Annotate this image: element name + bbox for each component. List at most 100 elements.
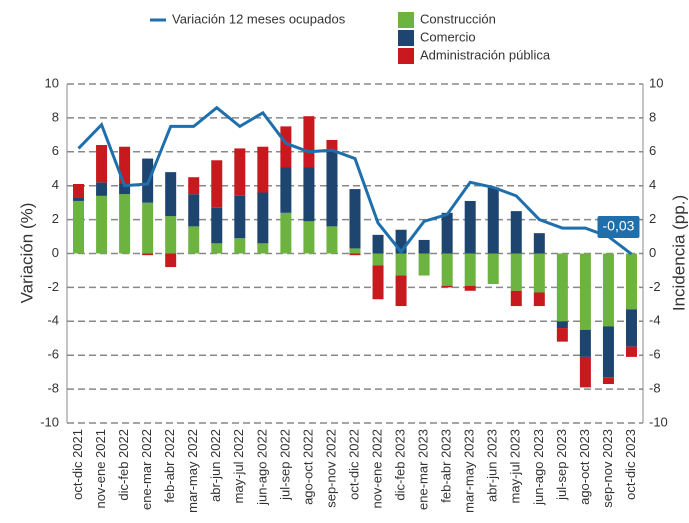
bar <box>96 145 108 183</box>
x-tick-label: sep-nov 2023 <box>600 429 615 508</box>
bar <box>625 253 637 310</box>
legend-label: Construcción <box>420 11 496 26</box>
bar <box>533 253 545 293</box>
bar <box>73 197 85 201</box>
y2-axis-label: Incidencia (pp.) <box>669 195 688 311</box>
bar <box>602 377 614 385</box>
bar <box>349 189 361 249</box>
bar <box>257 146 269 193</box>
bar <box>119 146 131 185</box>
bar <box>234 238 246 254</box>
x-tick-label: jul-sep 2022 <box>277 429 292 501</box>
bar <box>372 265 384 300</box>
bar <box>556 328 568 342</box>
x-tick-label: oct-dic 2021 <box>70 429 85 500</box>
bar <box>533 292 545 307</box>
bar <box>234 148 246 196</box>
y2-tick-label: 10 <box>649 75 663 90</box>
y2-tick-label: 4 <box>649 177 656 192</box>
bar <box>487 253 499 285</box>
legend-swatch <box>398 12 414 28</box>
x-tick-label: jun-ago 2023 <box>531 429 546 506</box>
bar <box>441 253 453 286</box>
legend-label: Administración pública <box>420 47 551 62</box>
x-tick-label: nov-ene 2021 <box>93 429 108 509</box>
y2-tick-label: -10 <box>649 414 668 429</box>
y2-tick-label: -6 <box>649 347 661 362</box>
bar <box>165 172 177 217</box>
bar <box>625 309 637 347</box>
y-tick-label: 0 <box>52 245 59 260</box>
x-tick-label: may-jul 2023 <box>508 429 523 503</box>
bar <box>510 253 522 291</box>
x-tick-label: mar-may 2022 <box>185 429 200 513</box>
bar <box>579 329 591 357</box>
y-tick-label: -6 <box>47 347 59 362</box>
value-label: -0,03 <box>603 218 635 234</box>
bar <box>188 177 200 195</box>
bar <box>280 212 292 254</box>
x-tick-label: mar-may 2023 <box>462 429 477 513</box>
legend-swatch <box>398 48 414 64</box>
bar <box>211 160 223 208</box>
bar <box>326 150 338 227</box>
bar <box>602 326 614 378</box>
bar <box>510 211 522 254</box>
bar <box>464 253 476 286</box>
bar <box>395 253 407 276</box>
x-tick-label: ene-mar 2022 <box>139 429 154 510</box>
y-tick-label: -10 <box>40 414 59 429</box>
bar <box>142 253 154 256</box>
bar <box>372 253 384 266</box>
y2-tick-label: 6 <box>649 143 656 158</box>
y-tick-label: -4 <box>47 313 59 328</box>
bar <box>556 321 568 329</box>
y2-tick-label: -4 <box>649 313 661 328</box>
bar <box>326 226 338 254</box>
x-tick-label: sep-nov 2022 <box>323 429 338 508</box>
y-tick-label: -8 <box>47 381 59 396</box>
x-tick-label: jul-sep 2023 <box>554 429 569 501</box>
bar <box>487 187 499 254</box>
y2-tick-label: 8 <box>649 109 656 124</box>
bar <box>418 253 430 276</box>
bar <box>119 194 131 254</box>
bar <box>165 216 177 254</box>
x-tick-label: dic-feb 2022 <box>116 429 131 501</box>
x-tick-label: may-jul 2022 <box>231 429 246 503</box>
y-axis-label: Variación (%) <box>17 203 36 304</box>
label-box <box>597 216 640 239</box>
x-tick-label: jun-ago 2022 <box>254 429 269 506</box>
bar <box>165 253 177 268</box>
x-tick-label: ene-mar 2023 <box>416 429 431 510</box>
bar <box>602 253 614 327</box>
x-tick-label: ago-oct 2023 <box>577 429 592 505</box>
x-tick-label: ago-oct 2022 <box>300 429 315 505</box>
bar <box>395 275 407 307</box>
y2-tick-label: 2 <box>649 211 656 226</box>
bar <box>280 167 292 213</box>
bar <box>349 248 361 254</box>
bar <box>96 182 108 196</box>
bar <box>188 226 200 254</box>
bar <box>303 221 315 254</box>
bar <box>142 202 154 254</box>
bar <box>395 229 407 254</box>
bar <box>625 346 637 357</box>
x-tick-label: feb-abr 2023 <box>439 429 454 503</box>
y2-tick-label: -8 <box>649 381 661 396</box>
bar <box>464 200 476 254</box>
bar <box>211 243 223 254</box>
bar <box>280 126 292 168</box>
bar <box>303 167 315 222</box>
x-tick-label: abr-jun 2023 <box>485 429 500 502</box>
bar <box>579 356 591 388</box>
bar <box>188 194 200 227</box>
bar <box>303 116 315 168</box>
bar <box>579 253 591 330</box>
legend-swatch <box>398 30 414 46</box>
line <box>77 105 633 256</box>
x-tick-label: feb-abr 2022 <box>162 429 177 503</box>
bar <box>234 195 246 239</box>
